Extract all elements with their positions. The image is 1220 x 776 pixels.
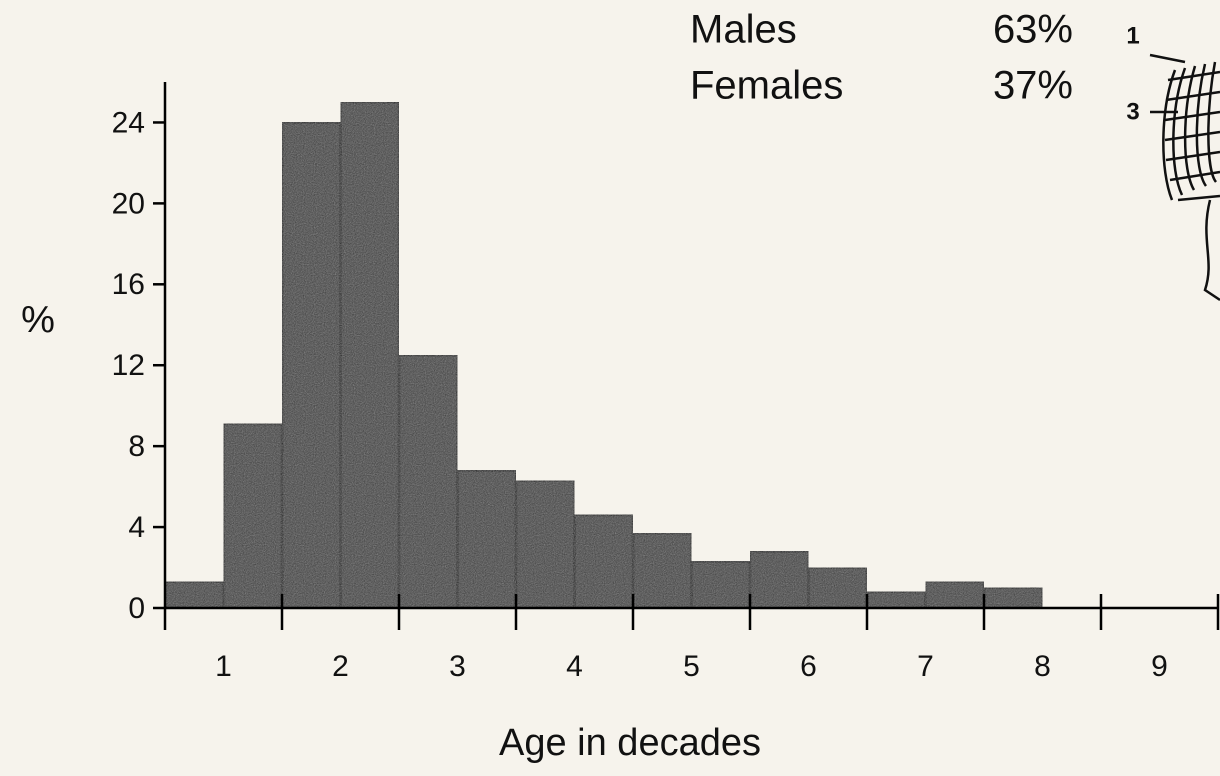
x-tick-label: 1	[215, 650, 232, 683]
x-tick-label: 8	[1034, 650, 1051, 683]
y-tick-label: 24	[112, 106, 145, 139]
y-tick-label: 20	[112, 187, 145, 220]
bar	[984, 588, 1043, 608]
x-tick-label: 9	[1151, 650, 1168, 683]
bar	[633, 533, 692, 608]
figure-label: 1	[1126, 22, 1139, 49]
y-tick-label: 8	[128, 430, 145, 463]
annotation-value: 63%	[993, 8, 1073, 52]
y-tick-label: 16	[112, 268, 145, 301]
side-figure	[1150, 55, 1220, 300]
bar	[867, 592, 926, 608]
bar	[809, 568, 868, 608]
bar	[750, 551, 809, 608]
x-tick-label: 6	[800, 650, 817, 683]
bar	[341, 102, 400, 608]
x-tick-label: 4	[566, 650, 583, 683]
annotation-label: Males	[690, 8, 797, 52]
bar	[282, 122, 341, 608]
bar	[575, 515, 634, 608]
y-tick-label: 12	[112, 349, 145, 382]
x-tick-label: 7	[917, 650, 934, 683]
bar	[458, 470, 517, 608]
bar	[224, 424, 283, 608]
bar	[692, 561, 751, 608]
bar	[165, 582, 224, 608]
bar	[926, 582, 985, 608]
annotation-value: 37%	[993, 64, 1073, 108]
y-axis-label: %	[21, 299, 55, 341]
bar	[516, 481, 575, 608]
y-tick-label: 0	[128, 592, 145, 625]
x-tick-label: 2	[332, 650, 349, 683]
chart: % Age in decades 04812162024123456789Mal…	[0, 0, 1220, 776]
page: {"chart_data": { "type": "histogram", "x…	[0, 0, 1220, 776]
y-tick-label: 4	[128, 511, 145, 544]
x-tick-label: 3	[449, 650, 466, 683]
figure-label: 3	[1126, 98, 1139, 125]
annotation-label: Females	[690, 64, 843, 108]
x-axis-label: Age in decades	[499, 722, 761, 764]
bar	[399, 355, 458, 608]
x-tick-label: 5	[683, 650, 700, 683]
